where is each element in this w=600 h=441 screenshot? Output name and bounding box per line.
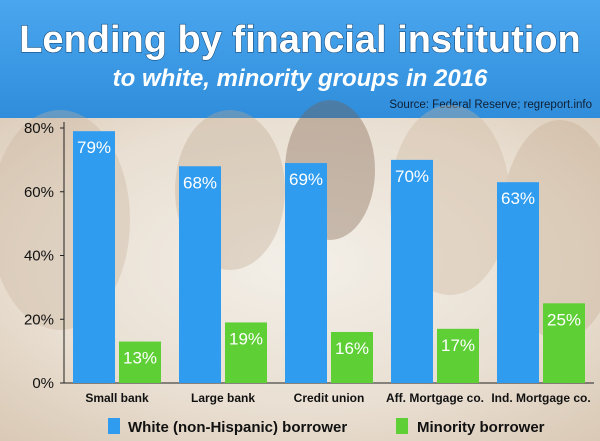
x-tick-label: Small bank [85, 391, 149, 405]
chart-subtitle: to white, minority groups in 2016 [113, 65, 488, 92]
bar-labels: 79% 13% 68% 19% 69% 16% 70% 17% 63% 25% [77, 138, 581, 367]
bars [73, 131, 585, 383]
data-label-white: 68% [183, 173, 217, 192]
y-tick-label: 0% [32, 375, 54, 392]
data-label-minority: 19% [229, 329, 263, 348]
bar-white [285, 163, 327, 383]
bar-white [73, 131, 115, 383]
data-label-white: 63% [501, 189, 535, 208]
legend-swatch-minority [396, 418, 408, 434]
y-tick-label: 80% [24, 120, 54, 137]
legend-label-minority: Minority borrower [417, 419, 545, 436]
x-tick-labels: Small bank Large bank Credit union Aff. Mor… [85, 391, 590, 405]
x-tick-label: Credit union [294, 391, 365, 405]
data-label-minority: 16% [335, 339, 369, 358]
x-tick-label: Large bank [191, 391, 255, 405]
x-tick-label: Aff. Mortgage co. [386, 391, 484, 405]
data-label-white: 70% [395, 167, 429, 186]
y-tick-label: 60% [24, 184, 54, 201]
chart-title: Lending by financial institution [19, 19, 581, 61]
bar-white [179, 166, 221, 383]
x-tick-label: Ind. Mortgage co. [491, 391, 590, 405]
bar-minority [119, 341, 161, 383]
bar-minority [543, 303, 585, 383]
legend: White (non-Hispanic) borrower Minority b… [108, 418, 545, 436]
data-label-white: 79% [77, 138, 111, 157]
header-band [0, 0, 600, 118]
bar-minority [225, 322, 267, 383]
bar-minority [331, 332, 373, 383]
data-label-white: 69% [289, 170, 323, 189]
bar-minority [437, 328, 479, 383]
source-note: Source: Federal Reserve; regreport.info [389, 99, 592, 111]
bar-white [497, 182, 539, 383]
y-tick-label: 40% [24, 248, 54, 265]
data-label-minority: 17% [441, 336, 475, 355]
y-tick-label: 20% [24, 311, 54, 328]
legend-swatch-white [108, 418, 120, 434]
data-label-minority: 13% [123, 349, 157, 368]
y-ticks: 0% 20% 40% 60% 80% [24, 120, 64, 392]
data-label-minority: 25% [547, 310, 581, 329]
legend-label-white: White (non-Hispanic) borrower [128, 419, 347, 436]
bar-white [391, 159, 433, 383]
